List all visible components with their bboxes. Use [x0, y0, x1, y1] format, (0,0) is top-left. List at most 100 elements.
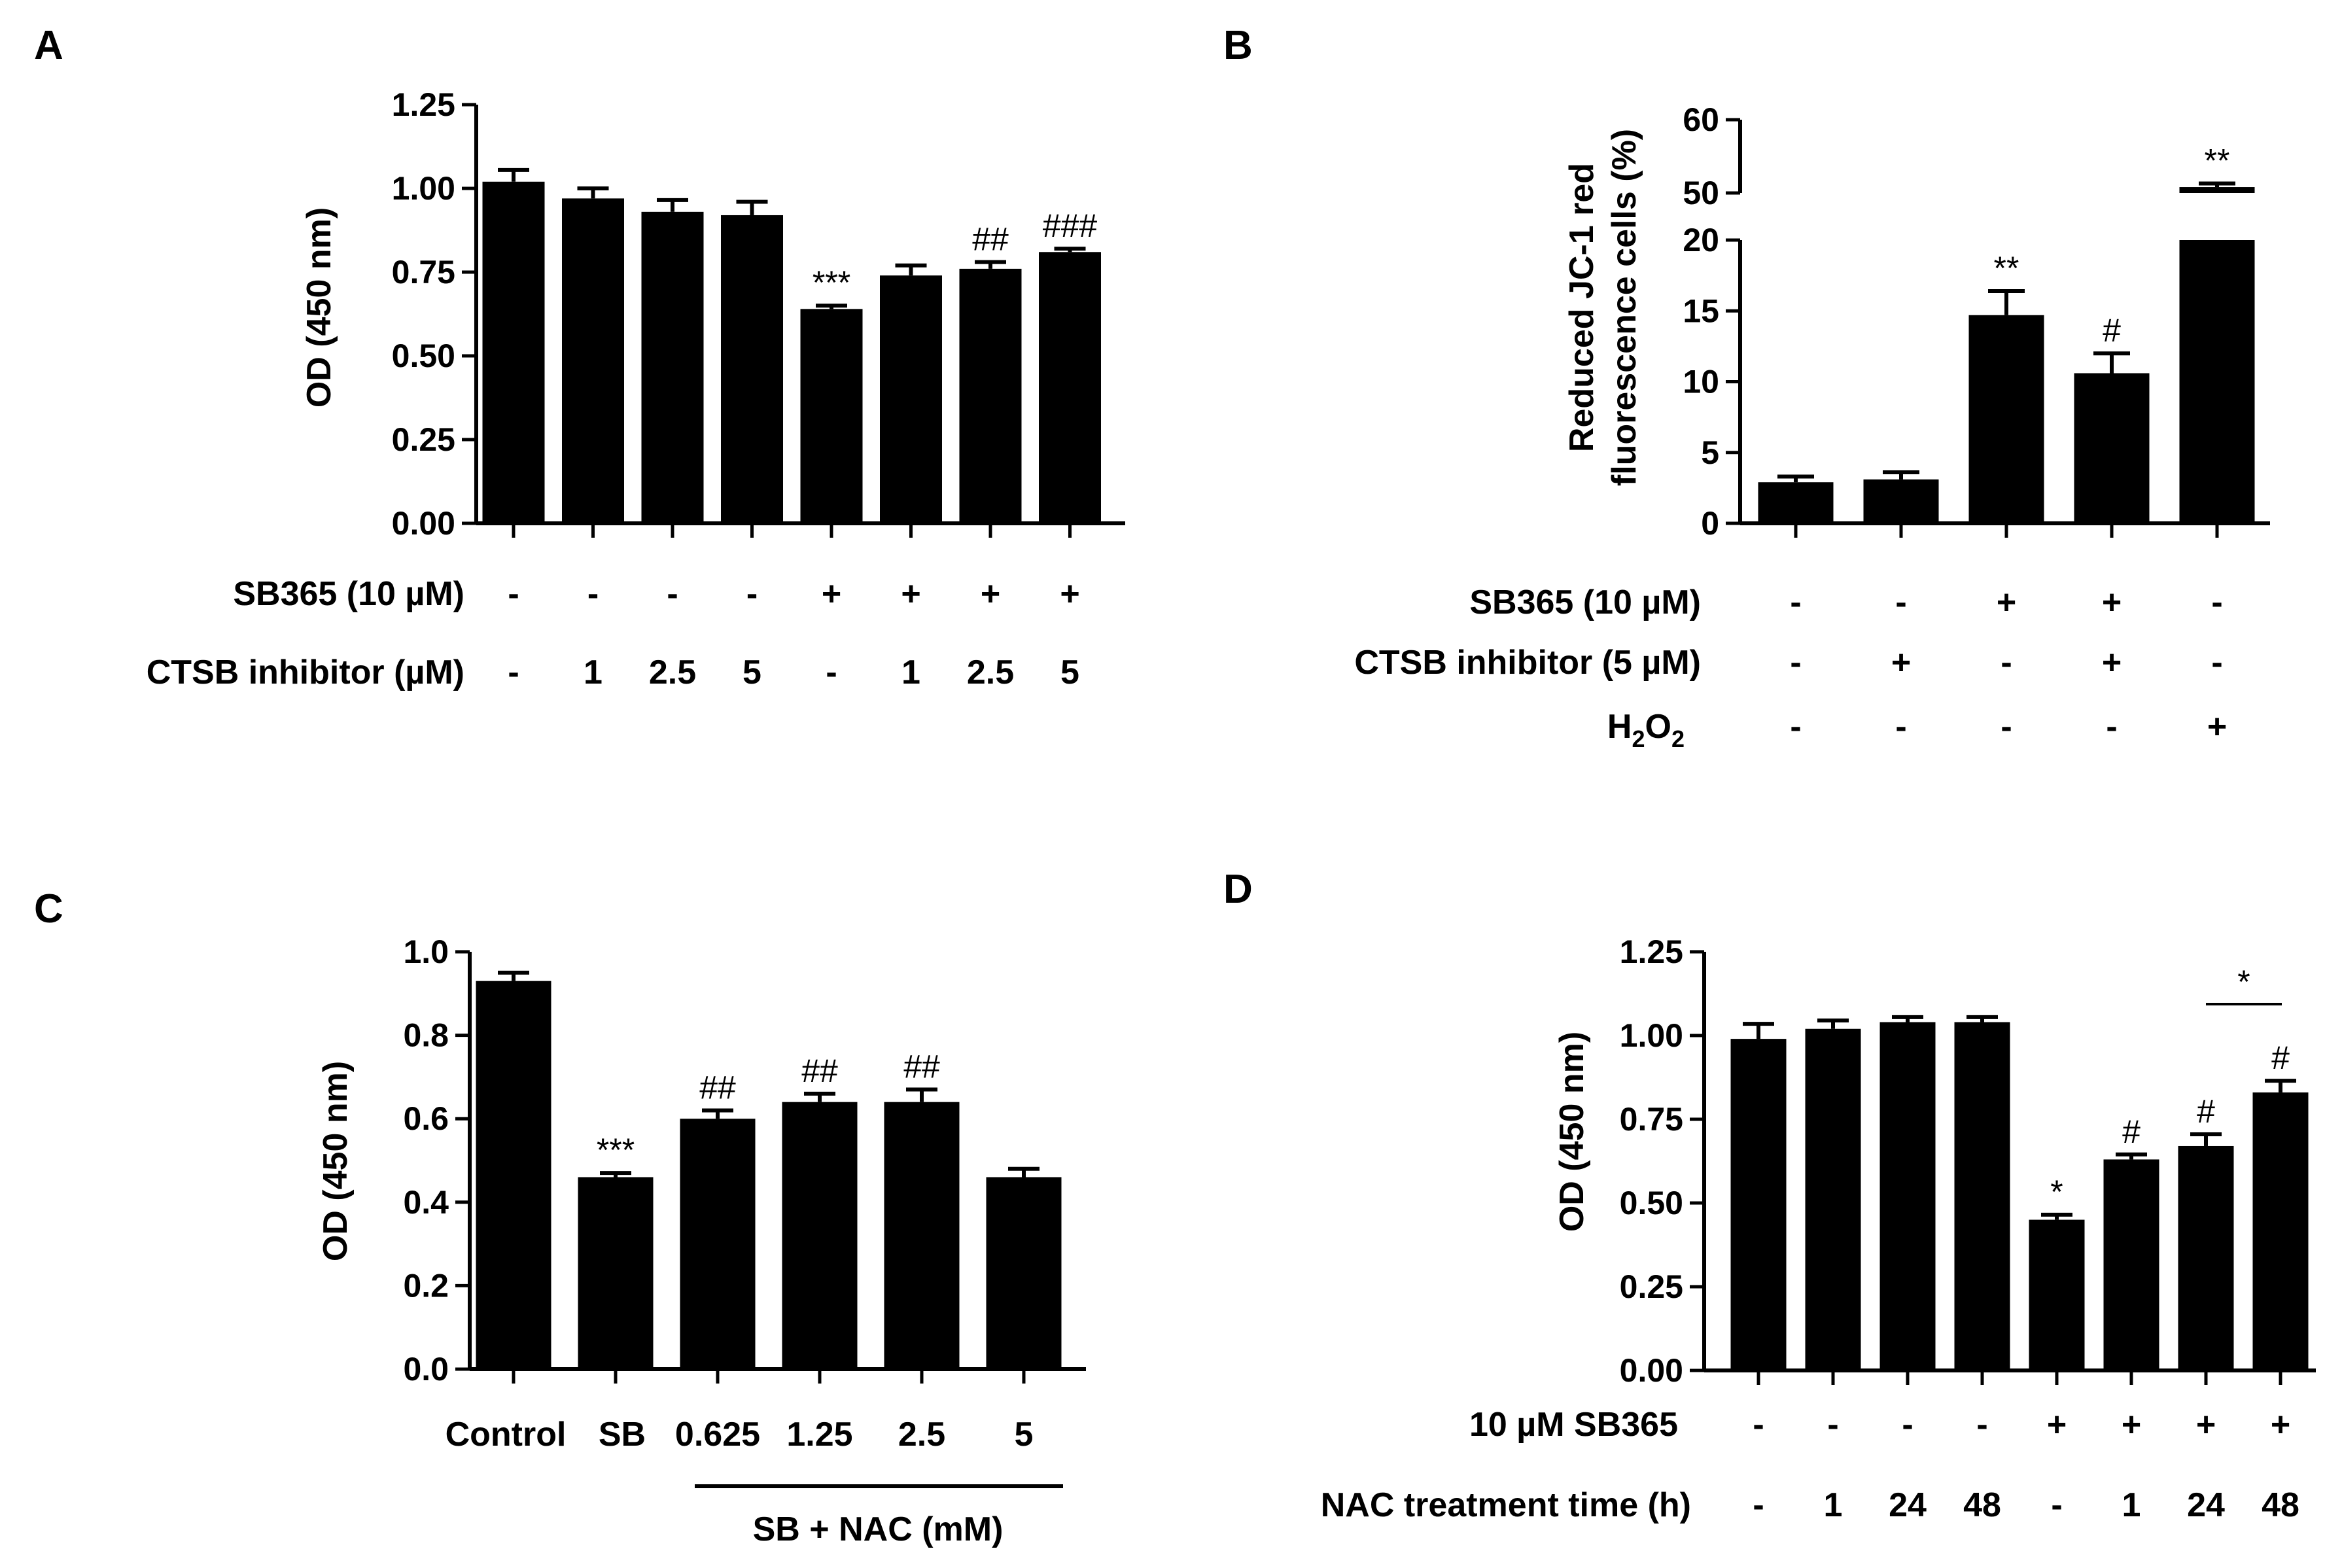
- bar: [1805, 1028, 1861, 1370]
- condition-value: -: [2001, 708, 2012, 746]
- panel-d-bracket-label: *: [2237, 964, 2250, 1000]
- panel-label-c: C: [34, 886, 63, 932]
- category-label: Control: [446, 1416, 567, 1454]
- condition-value: 24: [1889, 1486, 1927, 1524]
- panel-b-chart: Reduced JC-1 red fluorescence cells (%) …: [1354, 101, 2270, 752]
- condition-value: +: [1060, 575, 1079, 613]
- panel-c-ylabel: OD (450 nm): [317, 1061, 355, 1261]
- significance-label: ##: [903, 1049, 940, 1085]
- y-tick-label: 0.0: [403, 1351, 449, 1387]
- y-tick-label: 1.25: [1620, 933, 1683, 970]
- bar: [986, 1177, 1062, 1369]
- bar: [959, 268, 1022, 523]
- bar: [1758, 482, 1834, 523]
- condition-value: -: [1827, 1406, 1838, 1444]
- bar: [1730, 1039, 1787, 1370]
- condition-value: +: [822, 575, 841, 613]
- bar: [562, 198, 624, 523]
- condition-value: -: [1902, 1406, 1913, 1444]
- condition-value: -: [2211, 644, 2222, 682]
- condition-value: +: [1997, 584, 2016, 621]
- bar: [476, 981, 551, 1369]
- bar: [884, 1102, 960, 1369]
- condition-value: +: [901, 575, 920, 613]
- panel-c-chart: OD (450 nm) 0.0 0.2 0.4 0.6 0.8 1.0 *** ## ## ##…: [317, 933, 1086, 1548]
- bar: [721, 215, 783, 523]
- significance-label: #: [2122, 1113, 2141, 1150]
- bar: [2179, 240, 2255, 523]
- condition-value: -: [826, 653, 837, 691]
- panel-d-chart: OD (450 nm) 0.00 0.25 0.50 0.75 1.00 1.25 * # #…: [1321, 933, 2316, 1524]
- condition-value: +: [1891, 644, 1911, 682]
- category-label: 2.5: [898, 1416, 945, 1454]
- panel-b-ylabel-line1: Reduced JC-1 red: [1563, 163, 1601, 452]
- y-tick-label: 20: [1683, 222, 1719, 258]
- y-tick-label: 15: [1683, 292, 1719, 329]
- condition-value: +: [2102, 644, 2122, 682]
- condition-value: +: [2196, 1406, 2216, 1444]
- significance-label: #: [2103, 312, 2121, 349]
- panel-d-row-label-nac: NAC treatment time (h): [1321, 1486, 1691, 1524]
- y-tick-label: 0.4: [403, 1184, 449, 1221]
- panel-d-ylabel: OD (450 nm): [1553, 1032, 1591, 1232]
- significance-label: ##: [699, 1069, 736, 1106]
- significance-label: #: [2271, 1039, 2290, 1076]
- panel-b-row-label-h2o2: H2O2: [1607, 708, 1685, 752]
- significance-label: ##: [801, 1053, 838, 1089]
- condition-value: -: [587, 575, 599, 613]
- significance-label: *: [2050, 1174, 2063, 1210]
- condition-value: +: [2122, 1406, 2141, 1444]
- significance-label: #: [2197, 1093, 2215, 1130]
- panel-b-ylabel-line2: fluorescence cells (%): [1605, 129, 1643, 486]
- panel-b-row-label-ctsb: CTSB inhibitor (5 µM): [1354, 644, 1701, 682]
- condition-value: -: [746, 575, 758, 613]
- bar: [1879, 1022, 1936, 1370]
- y-tick-label: 0.25: [392, 421, 455, 458]
- condition-value: -: [1753, 1486, 1764, 1524]
- category-label: 5: [1015, 1416, 1034, 1454]
- bar: [1968, 315, 2044, 523]
- significance-label: ###: [1043, 207, 1098, 244]
- condition-value: 1: [584, 653, 603, 691]
- condition-value: -: [667, 575, 678, 613]
- y-tick-label: 0.50: [1620, 1185, 1683, 1221]
- condition-value: 1: [1824, 1486, 1843, 1524]
- condition-value: 2.5: [967, 653, 1014, 691]
- condition-value: -: [508, 575, 519, 613]
- condition-value: +: [981, 575, 1000, 613]
- y-tick-label: 1.00: [1620, 1017, 1683, 1054]
- y-tick-label: 0.25: [1620, 1268, 1683, 1305]
- bar-upper-segment: [2179, 187, 2255, 193]
- condition-value: 1: [2122, 1486, 2141, 1524]
- bar: [641, 211, 704, 523]
- condition-value: 1: [901, 653, 920, 691]
- condition-value: 5: [1060, 653, 1079, 691]
- y-tick-label: 0.00: [392, 505, 455, 542]
- bar: [680, 1119, 756, 1369]
- significance-label: ***: [597, 1132, 635, 1168]
- condition-value: -: [1895, 584, 1906, 621]
- significance-label: **: [2205, 142, 2230, 179]
- significance-label: ##: [972, 221, 1009, 258]
- y-tick-label: 50: [1683, 175, 1719, 211]
- condition-value: -: [1790, 584, 1801, 621]
- bar: [880, 275, 942, 523]
- condition-value: -: [2051, 1486, 2062, 1524]
- category-label: 1.25: [786, 1416, 852, 1454]
- panel-label-a: A: [34, 23, 63, 68]
- condition-value: 2.5: [649, 653, 696, 691]
- bar: [2074, 373, 2150, 523]
- bar: [782, 1102, 858, 1369]
- y-tick-label: 0.6: [403, 1100, 449, 1137]
- bar: [2252, 1092, 2309, 1370]
- condition-value: +: [2047, 1406, 2067, 1444]
- condition-value: 48: [2262, 1486, 2299, 1524]
- y-tick-label: 0: [1701, 505, 1719, 542]
- bar: [1954, 1022, 2010, 1370]
- y-tick-label: 0.75: [392, 254, 455, 290]
- y-tick-label: 1.0: [403, 933, 449, 970]
- category-label: 0.625: [675, 1416, 760, 1454]
- panel-a-row-label-sb365: SB365 (10 µM): [233, 575, 464, 613]
- condition-value: -: [2001, 644, 2012, 682]
